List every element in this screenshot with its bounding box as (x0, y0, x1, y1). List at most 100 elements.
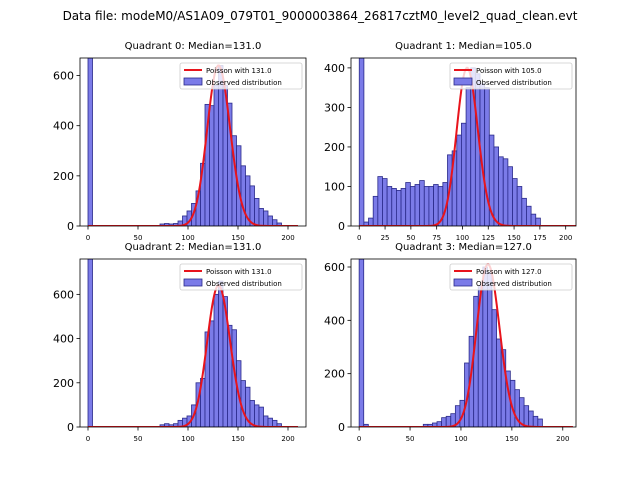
x-tick-label: 100 (456, 234, 469, 242)
legend-observed-label: Observed distribution (476, 79, 552, 87)
y-tick-label: 400 (53, 333, 74, 346)
histogram-bar (428, 186, 434, 226)
histogram-bar (386, 186, 393, 226)
histogram-bar (358, 58, 365, 226)
subplot-title: Quadrant 3: Median=127.0 (395, 242, 532, 253)
y-tick-label: 400 (324, 314, 345, 327)
legend-poisson-label: Poisson with 105.0 (476, 67, 542, 75)
x-tick-label: 100 (454, 435, 467, 443)
legend-poisson-label: Poisson with 131.0 (206, 67, 272, 75)
y-tick-label: 0 (338, 421, 345, 434)
histogram-bar (368, 217, 374, 226)
figure-title: Data file: modeM0/AS1A09_079T01_90000038… (63, 9, 578, 23)
histogram-bar (535, 217, 541, 226)
histogram-bar (87, 58, 93, 226)
y-tick-label: 200 (324, 141, 345, 154)
x-tick-label: 200 (281, 234, 294, 242)
x-tick-label: 0 (357, 435, 361, 443)
histogram-bar (263, 210, 269, 226)
panel-quadrant-3: 0 50 100 150 200 0 200 400 600 Quadrant 3: Median… (324, 242, 577, 443)
x-tick-label: 100 (181, 234, 194, 242)
x-tick-label: 200 (556, 435, 569, 443)
histogram-bar (445, 415, 452, 427)
subplot-title: Quadrant 2: Median=131.0 (125, 242, 262, 253)
x-tick-label: 175 (533, 234, 546, 242)
legend-observed-label: Observed distribution (476, 280, 552, 288)
histogram-bar (537, 418, 543, 427)
legend-observed-swatch (183, 77, 203, 86)
histogram-bar (405, 182, 411, 226)
histogram-bar (433, 184, 439, 226)
histogram-bar (409, 186, 416, 226)
histogram-bar (358, 259, 365, 427)
histogram-bar (512, 178, 518, 226)
x-tick-label: 50 (134, 435, 143, 443)
plot-area (87, 58, 298, 226)
y-tick-label: 0 (67, 220, 74, 233)
histogram-bar (258, 208, 264, 226)
x-tick-label: 200 (559, 234, 572, 242)
histogram-bar (461, 122, 467, 226)
histogram-bar (258, 406, 264, 427)
y-tick-label: 400 (53, 120, 74, 133)
legend-box (449, 263, 573, 291)
histogram-bar (530, 213, 537, 226)
histogram-bar (372, 195, 379, 226)
legend: Poisson with 127.0 Observed distribution (449, 263, 573, 291)
histogram-bar (218, 65, 224, 226)
x-tick-label: 125 (482, 234, 495, 242)
histogram-bar (507, 166, 513, 226)
histogram-bar (267, 215, 273, 226)
panel-quadrant-2: 0 50 100 150 200 0 200 400 600 Quadrant 2: Median… (53, 242, 307, 443)
legend-poisson-label: Poisson with 127.0 (476, 268, 542, 276)
histogram-bar (532, 415, 539, 427)
histogram-bar (414, 184, 421, 226)
plot-area (87, 259, 298, 427)
histogram-bar (528, 410, 534, 427)
histogram-bar (263, 415, 269, 427)
histogram-bar (213, 85, 219, 226)
histogram-bar (496, 338, 502, 427)
y-tick-label: 200 (324, 368, 345, 381)
x-tick-label: 150 (505, 435, 518, 443)
x-tick-label: 50 (134, 234, 143, 242)
legend-box (179, 263, 303, 291)
histogram-bar (254, 198, 260, 226)
histogram-bar (87, 259, 93, 427)
legend-poisson-label: Poisson with 131.0 (206, 268, 272, 276)
x-tick-label: 0 (86, 234, 90, 242)
y-tick-label: 300 (324, 101, 345, 114)
x-tick-label: 150 (231, 435, 244, 443)
histogram-bar (382, 178, 388, 226)
x-tick-label: 50 (406, 234, 415, 242)
legend-observed-swatch (453, 77, 473, 86)
panel-quadrant-1: 0 25 50 75 100 125 150 175 200 0 100 200 300 400 Quadr… (324, 41, 577, 242)
histogram-bar (465, 87, 472, 226)
histogram-bar (209, 320, 215, 427)
y-tick-label: 0 (338, 220, 345, 233)
histogram-bar (526, 205, 532, 226)
axes-frame (79, 258, 307, 428)
x-tick-label: 50 (406, 435, 415, 443)
panel-quadrant-0: 0 50 100 150 200 0 200 400 600 Quadrant 0: Median… (53, 41, 307, 242)
x-tick-label: 150 (231, 234, 244, 242)
poisson-curve (88, 64, 298, 226)
legend: Poisson with 131.0 Observed distribution (179, 62, 303, 90)
y-tick-label: 400 (324, 62, 345, 75)
axes-frame (350, 258, 577, 428)
y-tick-label: 100 (324, 180, 345, 193)
y-tick-label: 600 (53, 70, 74, 83)
histogram-bar (498, 156, 504, 226)
legend-box (179, 62, 303, 90)
histogram-bar (391, 188, 397, 226)
y-tick-label: 200 (53, 170, 74, 183)
histogram-bar (521, 197, 527, 226)
histogram-bar (240, 165, 246, 226)
histogram-bar (523, 405, 530, 427)
histogram-bar (441, 417, 447, 427)
histogram-bar (377, 176, 383, 226)
legend-box (449, 62, 573, 90)
x-tick-label: 75 (432, 234, 441, 242)
histogram-bar (400, 188, 407, 226)
histogram-bar (218, 280, 224, 427)
